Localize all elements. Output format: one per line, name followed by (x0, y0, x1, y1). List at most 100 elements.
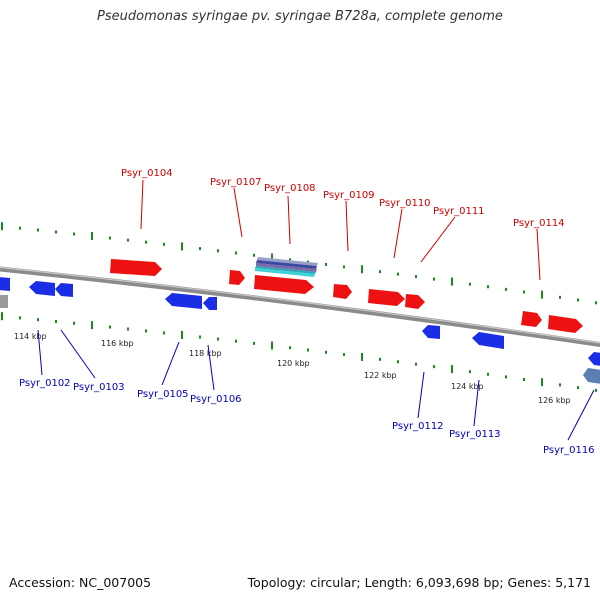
minor-tick (523, 290, 525, 294)
gene-psyr-0111[interactable] (405, 294, 425, 309)
minor-tick (127, 327, 129, 331)
minor-tick (577, 386, 579, 390)
gene-psyr-0106[interactable] (203, 297, 217, 310)
gene-psyr-0101[interactable] (0, 277, 10, 291)
major-tick (181, 330, 183, 339)
gene-psyr-0103[interactable] (55, 283, 73, 297)
minor-tick (469, 370, 471, 374)
label-psyr-0113[interactable]: Psyr_0113 (449, 429, 501, 440)
minor-tick (343, 265, 345, 269)
reverse-gene-track (0, 277, 600, 384)
label-psyr-0111[interactable]: Psyr_0111 (433, 206, 485, 217)
scale-label-126: 126 kbp (538, 396, 571, 405)
label-psyr-0110[interactable]: Psyr_0110 (379, 198, 431, 209)
label-psyr-0116[interactable]: Psyr_0116 (543, 445, 595, 456)
accession-text: Accession: NC_007005 (9, 575, 152, 590)
minor-tick (145, 240, 147, 244)
major-tick (271, 253, 273, 262)
gene-fragment[interactable] (0, 295, 8, 308)
forward-gene-labels: Psyr_0104 Psyr_0107 Psyr_0108 Psyr_0109 … (121, 168, 565, 229)
genome-backbone (0, 266, 600, 348)
minor-tick (253, 253, 255, 257)
minor-tick (433, 277, 435, 281)
minor-tick (217, 337, 219, 341)
minor-tick (55, 230, 57, 234)
label-psyr-0108[interactable]: Psyr_0108 (264, 183, 316, 194)
minor-tick (343, 353, 345, 357)
major-tick (181, 242, 183, 251)
label-psyr-0109[interactable]: Psyr_0109 (323, 190, 375, 201)
label-psyr-0103[interactable]: Psyr_0103 (73, 382, 125, 393)
gene-psyr-0108[interactable] (254, 275, 314, 294)
minor-tick (73, 232, 75, 236)
scale-label-122: 122 kbp (364, 371, 397, 380)
minor-tick (235, 339, 237, 343)
major-tick (361, 265, 363, 274)
major-tick (541, 378, 543, 387)
minor-tick (289, 258, 291, 262)
minor-tick (253, 341, 255, 345)
minor-tick (37, 318, 39, 322)
major-tick (451, 365, 453, 374)
minor-tick (397, 272, 399, 276)
gene-psyr-0115[interactable] (588, 352, 600, 366)
minor-tick (325, 350, 327, 354)
gene-psyr-0112[interactable] (422, 325, 440, 339)
minor-tick (595, 388, 597, 392)
minor-tick (307, 348, 309, 352)
label-psyr-0112[interactable]: Psyr_0112 (392, 421, 444, 432)
major-tick (361, 352, 363, 361)
minor-tick (73, 321, 75, 325)
gene-psyr-0107[interactable] (229, 270, 245, 285)
gene-psyr-0102[interactable] (29, 281, 55, 296)
minor-tick (19, 316, 21, 320)
minor-tick (415, 275, 417, 279)
minor-tick (505, 375, 507, 379)
gene-psyr-0114-b[interactable] (548, 315, 583, 333)
label-psyr-0106[interactable]: Psyr_0106 (190, 394, 242, 405)
major-tick (451, 277, 453, 286)
label-psyr-0107[interactable]: Psyr_0107 (210, 177, 262, 188)
label-psyr-0105[interactable]: Psyr_0105 (137, 389, 189, 400)
minor-tick (487, 372, 489, 376)
gene-psyr-0105[interactable] (165, 293, 202, 309)
major-tick (271, 341, 273, 350)
gene-psyr-0113[interactable] (472, 332, 504, 349)
major-tick (91, 321, 93, 330)
gene-psyr-0104[interactable] (110, 259, 162, 276)
minor-tick (109, 325, 111, 329)
label-psyr-0102[interactable]: Psyr_0102 (19, 378, 71, 389)
label-psyr-0104[interactable]: Psyr_0104 (121, 168, 173, 179)
gene-psyr-0110[interactable] (368, 289, 405, 306)
minor-tick (37, 228, 39, 232)
minor-tick (559, 383, 561, 387)
gene-psyr-0109[interactable] (333, 284, 352, 299)
minor-tick (487, 285, 489, 289)
minor-tick (379, 270, 381, 274)
minor-tick (217, 249, 219, 253)
minor-tick (523, 378, 525, 382)
map-title: Pseudomonas syringae pv. syringae B728a,… (97, 9, 503, 24)
minor-tick (325, 262, 327, 266)
major-tick (1, 312, 3, 321)
minor-tick (595, 301, 597, 305)
minor-tick (199, 335, 201, 339)
reverse-leader-lines (37, 329, 595, 441)
forward-gene-track (110, 259, 583, 333)
minor-tick (109, 236, 111, 240)
gene-psyr-0116[interactable] (583, 368, 600, 384)
minor-tick (163, 242, 165, 246)
scale-labels: 114 kbp 116 kbp 118 kbp 120 kbp 122 kbp … (14, 332, 571, 405)
minor-tick (163, 331, 165, 335)
minor-tick (397, 360, 399, 364)
gene-psyr-0114-a[interactable] (521, 311, 542, 327)
minor-tick (559, 295, 561, 299)
minor-tick (145, 329, 147, 333)
label-psyr-0114[interactable]: Psyr_0114 (513, 218, 565, 229)
minor-tick (55, 319, 57, 323)
rna-gene-stack[interactable] (255, 257, 318, 277)
scale-label-118: 118 kbp (189, 349, 222, 358)
minor-tick (235, 251, 237, 255)
minor-tick (289, 346, 291, 350)
